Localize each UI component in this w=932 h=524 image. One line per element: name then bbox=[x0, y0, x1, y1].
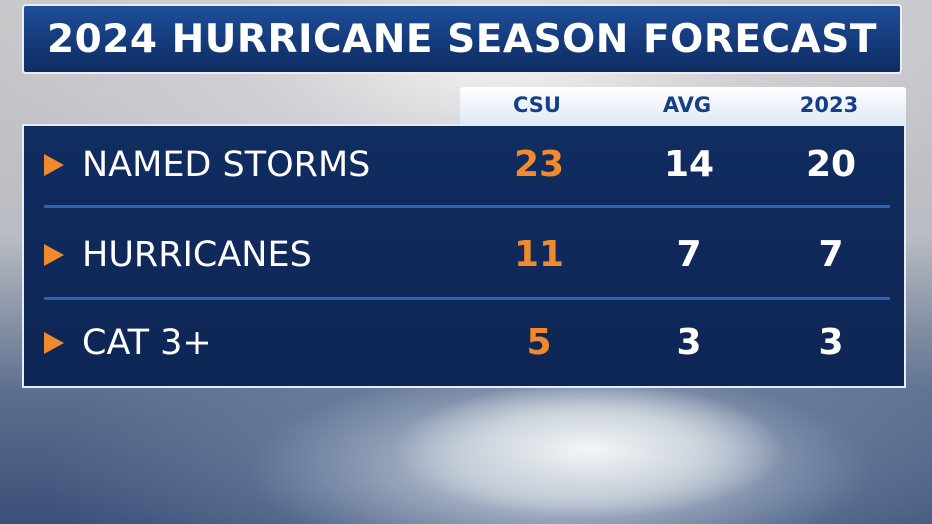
row-label: CAT 3+ bbox=[82, 323, 212, 363]
cell-value: 3 bbox=[676, 322, 702, 363]
column-header: AVG bbox=[662, 93, 712, 117]
row-label: NAMED STORMS bbox=[82, 145, 371, 185]
cell-value: 7 bbox=[818, 234, 844, 275]
row-divider bbox=[44, 297, 890, 300]
title: 2024 HURRICANE SEASON FORECAST bbox=[22, 4, 902, 74]
cell-value: 11 bbox=[513, 234, 565, 275]
cell-value: 23 bbox=[513, 144, 565, 185]
cell-value: 5 bbox=[526, 322, 552, 363]
cell-value: 20 bbox=[805, 144, 857, 185]
table-row: NAMED STORMS 23 14 20 bbox=[24, 145, 904, 185]
table-row: CAT 3+ 5 3 3 bbox=[24, 323, 904, 363]
column-header-bar: CSU AVG 2023 bbox=[460, 87, 906, 124]
bullet-arrow bbox=[44, 244, 64, 266]
table-row: HURRICANES 11 7 7 bbox=[24, 235, 904, 275]
row-label: HURRICANES bbox=[82, 235, 312, 275]
cell-value: 7 bbox=[676, 234, 702, 275]
cell-value: 14 bbox=[663, 144, 715, 185]
table-panel: NAMED STORMS 23 14 20 HURRICANES 11 7 7 CAT 3+ 5 3… bbox=[22, 124, 906, 388]
bullet-arrow bbox=[44, 332, 64, 354]
column-header: 2023 bbox=[799, 93, 859, 117]
bullet-arrow bbox=[44, 154, 64, 176]
cell-value: 3 bbox=[818, 322, 844, 363]
column-header: CSU bbox=[513, 93, 561, 117]
row-divider bbox=[44, 205, 890, 208]
